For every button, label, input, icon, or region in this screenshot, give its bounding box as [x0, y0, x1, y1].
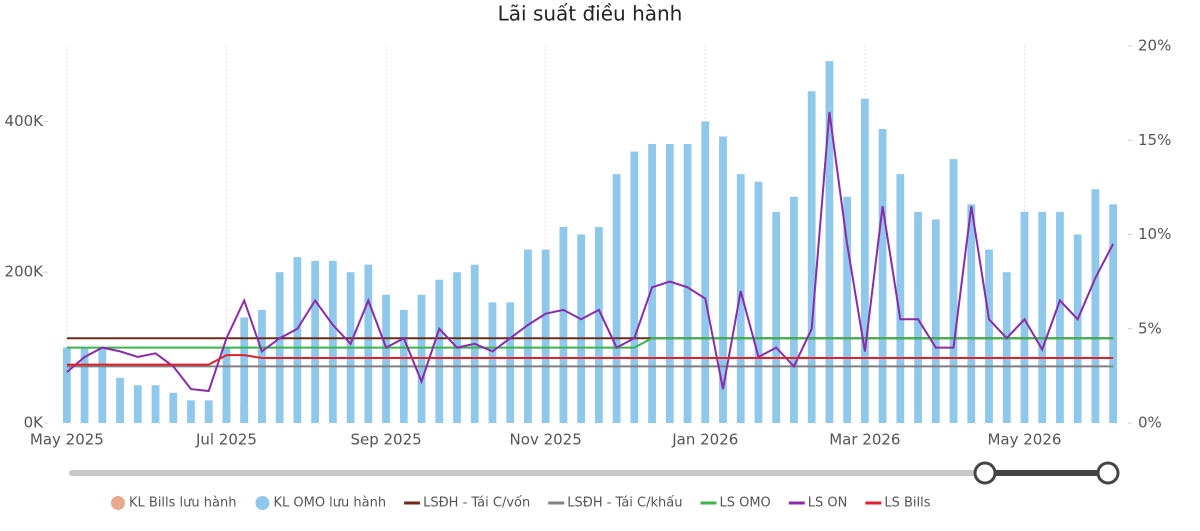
legend-label: KL Bills lưu hành — [129, 496, 236, 511]
bar — [80, 347, 89, 423]
bar — [967, 204, 976, 423]
line-series — [66, 111, 1114, 393]
bar — [736, 174, 745, 423]
bar — [754, 181, 763, 423]
line-series — [66, 354, 1114, 366]
y2-tick-label: 0% — [1138, 414, 1162, 432]
plot-area: 0K 200K 400K 0% 5% 10% 15% 20% May 2025 Jul 2025 S… — [5, 37, 1172, 449]
x-tick-label: Sep 2025 — [350, 431, 421, 449]
x-tick-label: May 2025 — [30, 431, 104, 449]
bar — [293, 257, 302, 423]
legend-label: LS Bills — [884, 496, 930, 511]
bar — [364, 264, 373, 423]
slider-handle[interactable] — [1096, 461, 1120, 485]
bar — [790, 196, 798, 423]
bar — [1091, 189, 1100, 423]
bar — [860, 98, 869, 423]
bar — [949, 159, 958, 423]
bar — [985, 249, 993, 423]
bar — [577, 234, 586, 423]
bar — [169, 392, 178, 423]
bar — [435, 279, 444, 423]
bar — [878, 128, 887, 423]
bar — [187, 400, 195, 423]
y-tick-label: 200K — [5, 263, 45, 281]
legend-label: LS OMO — [719, 496, 770, 511]
bar — [1109, 204, 1118, 423]
bar — [683, 144, 692, 423]
x-tick-label: Jan 2026 — [671, 431, 738, 449]
bar — [524, 249, 532, 423]
legend: KL Bills lưu hành KL OMO lưu hành LSĐH - T… — [111, 496, 931, 511]
bar — [151, 385, 160, 423]
bar — [506, 302, 515, 423]
bar — [701, 121, 710, 424]
legend-label: KL OMO lưu hành — [273, 496, 386, 511]
bar — [98, 347, 107, 423]
x-tick-label: Mar 2026 — [829, 431, 900, 449]
y2-tick-label: 15% — [1138, 131, 1171, 149]
bar — [1073, 234, 1082, 423]
bar — [1056, 211, 1064, 423]
slider-handle[interactable] — [973, 461, 997, 485]
bar — [896, 174, 905, 423]
x-tick-label: May 2026 — [987, 431, 1061, 449]
y2-tick-label: 10% — [1138, 225, 1171, 243]
bar — [931, 219, 940, 423]
line-series — [66, 337, 1114, 349]
bar — [222, 347, 231, 423]
bar — [772, 211, 781, 423]
y-tick-label: 400K — [5, 112, 45, 130]
bar — [328, 260, 337, 423]
bar — [648, 144, 656, 423]
bar — [630, 151, 639, 423]
bar — [612, 174, 621, 423]
bar — [1038, 211, 1047, 423]
y-tick-label: 0K — [24, 414, 45, 432]
bar — [594, 226, 603, 423]
y2-tick-label: 20% — [1138, 37, 1171, 55]
bar — [62, 347, 71, 423]
chart-title: Lãi suất điều hành — [498, 2, 683, 26]
bar — [914, 211, 922, 423]
range-slider[interactable] — [69, 461, 1120, 485]
bar — [665, 144, 674, 423]
legend-label: LS ON — [808, 496, 848, 511]
bar — [541, 249, 550, 423]
bar — [133, 385, 142, 423]
x-tick-label: Jul 2025 — [195, 431, 257, 449]
bar — [240, 317, 249, 423]
bar — [843, 196, 852, 423]
bar — [1020, 211, 1029, 423]
bar — [204, 400, 213, 423]
legend-label: LSĐH - Tái C/khấu — [567, 496, 682, 511]
bar — [1002, 272, 1011, 423]
legend-label: LSĐH - Tái C/vốn — [423, 496, 530, 511]
legend-marker — [255, 496, 270, 510]
bar — [116, 377, 124, 423]
bar — [488, 302, 497, 423]
bar — [559, 226, 568, 423]
bar — [807, 91, 816, 424]
bar — [719, 136, 727, 424]
y2-tick-label: 5% — [1138, 319, 1162, 337]
bar — [311, 260, 320, 423]
bar — [825, 61, 834, 423]
x-tick-label: Nov 2025 — [510, 431, 582, 449]
legend-marker — [111, 496, 125, 510]
